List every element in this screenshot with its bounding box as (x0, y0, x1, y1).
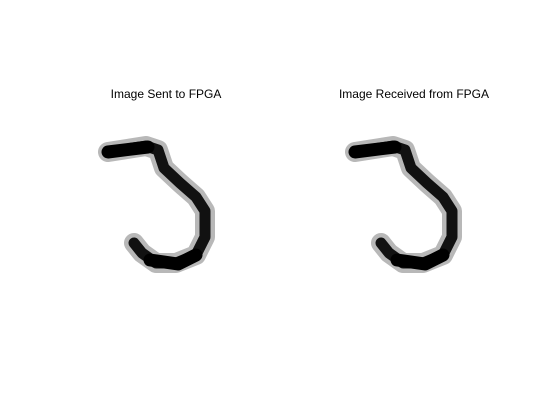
panel-title-sent: Image Sent to FPGA (110, 87, 222, 101)
digit-image-received (345, 136, 462, 273)
digit-image-sent (98, 136, 215, 273)
panel-title-received: Image Received from FPGA (338, 87, 490, 101)
